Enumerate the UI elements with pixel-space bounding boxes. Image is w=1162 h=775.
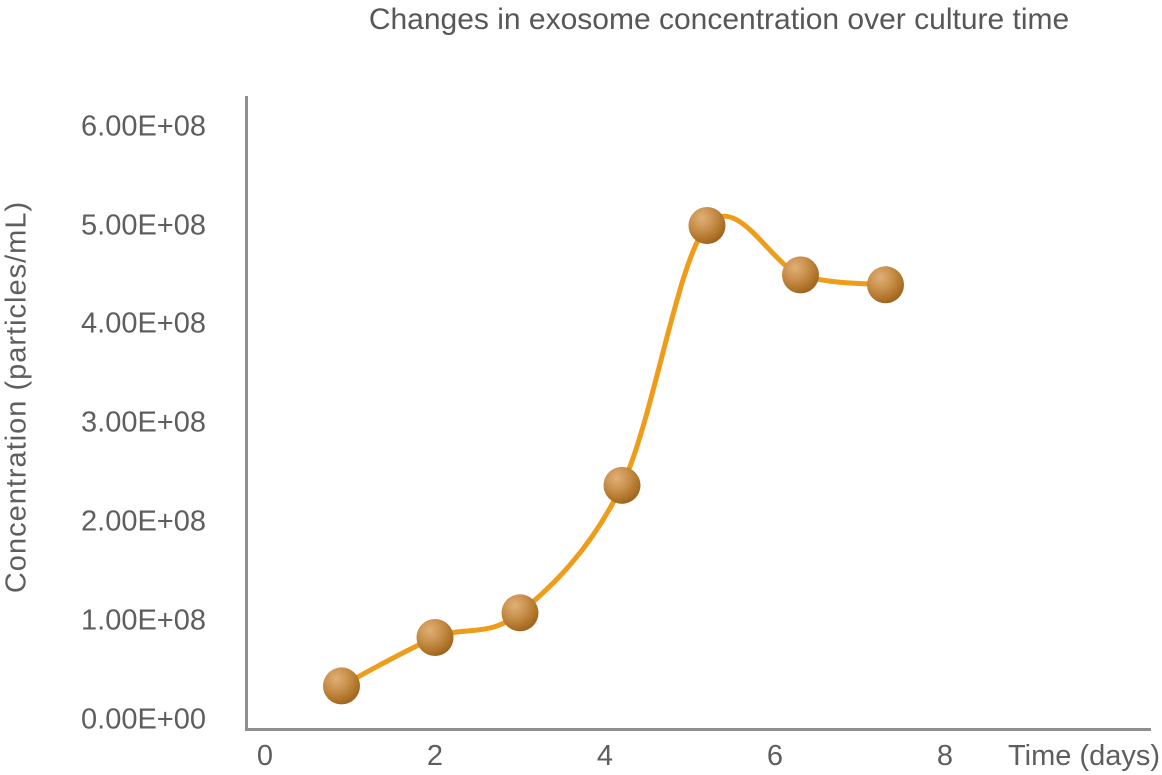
y-tick-label: 6.00E+08 [81,110,206,143]
data-point-marker [416,618,454,656]
y-tick-label: 0.00E+00 [81,703,206,735]
y-tick-label: 5.00E+08 [81,209,206,241]
x-axis-title: Time (days) [1008,740,1160,772]
x-tick-label: 4 [596,740,614,772]
x-tick-label: 8 [936,740,954,772]
y-tick-label: 3.00E+08 [81,406,206,439]
data-point-marker [782,256,819,294]
y-tick-label: 1.00E+08 [81,604,206,637]
x-tick-label: 6 [766,740,784,772]
x-tick-label: 2 [426,740,444,772]
chart-title: Changes in exosome concentration over cu… [368,3,1070,36]
x-tick-label: 0 [256,740,274,772]
data-point-marker [867,266,904,304]
data-point-marker [688,207,726,244]
y-tick-label: 4.00E+08 [81,307,206,340]
data-point-marker [603,466,641,504]
y-tick-label: 2.00E+08 [81,505,206,538]
data-point-marker [501,594,539,632]
data-point-marker [323,667,360,705]
